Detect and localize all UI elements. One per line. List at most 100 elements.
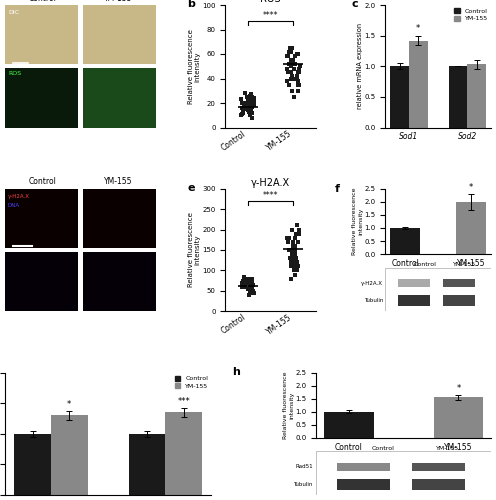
Point [249, 289, 257, 297]
Point [290, 64, 298, 72]
Text: b: b [187, 0, 195, 9]
Point [247, 280, 254, 288]
Point [293, 74, 301, 82]
Bar [337, 479, 390, 490]
Legend: Control, YM-155: Control, YM-155 [175, 376, 208, 389]
Point [245, 291, 253, 299]
Bar [390, 66, 409, 128]
Point [240, 102, 248, 110]
Point [287, 74, 295, 82]
Point [287, 68, 295, 76]
Point [292, 246, 300, 254]
Legend: Control, YM-155: Control, YM-155 [454, 8, 488, 22]
Point [244, 285, 252, 293]
Bar [443, 280, 475, 287]
Point [240, 272, 248, 280]
Point [291, 60, 299, 68]
Text: γ-H2A.X: γ-H2A.X [8, 194, 30, 198]
Point [245, 278, 253, 286]
Bar [443, 295, 475, 306]
Point [295, 262, 303, 270]
Point [246, 100, 254, 108]
Point [237, 96, 245, 104]
Text: d: d [0, 182, 1, 192]
Point [239, 276, 247, 284]
Text: YM-155: YM-155 [436, 446, 459, 450]
Point [242, 105, 249, 113]
Point [290, 242, 298, 250]
Y-axis label: Relative fluorescence
intensity: Relative fluorescence intensity [188, 29, 201, 104]
Point [289, 56, 297, 64]
Point [293, 230, 301, 237]
Point [291, 234, 299, 242]
Point [285, 60, 293, 68]
Bar [434, 398, 483, 438]
Point [250, 289, 258, 297]
Point [246, 283, 254, 291]
Point [293, 262, 301, 270]
Point [289, 238, 297, 246]
Point [292, 266, 300, 274]
Point [248, 102, 256, 110]
Point [287, 44, 295, 52]
Text: YM-155: YM-155 [104, 0, 132, 2]
Point [290, 242, 298, 250]
Text: c: c [352, 0, 358, 9]
Point [287, 48, 295, 56]
Point [295, 64, 303, 72]
Point [249, 102, 257, 110]
Point [287, 56, 295, 64]
Point [285, 80, 293, 88]
Point [247, 105, 255, 113]
Text: ***: *** [178, 397, 190, 406]
Point [286, 254, 294, 262]
Text: *: * [416, 24, 421, 33]
Point [288, 44, 296, 52]
Point [291, 52, 299, 60]
Point [244, 278, 251, 286]
Point [293, 258, 301, 266]
Point [288, 87, 296, 95]
Point [244, 94, 252, 102]
Point [285, 234, 293, 242]
Point [290, 93, 298, 101]
Point [241, 280, 248, 288]
Point [243, 102, 251, 110]
Point [287, 60, 295, 68]
Point [293, 222, 301, 230]
Bar [412, 479, 465, 490]
Point [247, 90, 255, 98]
Point [287, 274, 295, 282]
Point [291, 258, 299, 266]
Point [247, 287, 254, 295]
Bar [409, 40, 428, 128]
Point [247, 96, 254, 104]
Bar [456, 202, 486, 254]
Point [241, 283, 248, 291]
Bar [398, 280, 430, 287]
Point [244, 285, 252, 293]
Point [248, 93, 256, 101]
Bar [449, 66, 468, 128]
Text: DNA: DNA [8, 204, 20, 208]
Point [295, 226, 303, 234]
Point [247, 98, 254, 106]
Point [241, 89, 249, 97]
Bar [412, 463, 465, 471]
Point [295, 68, 303, 76]
Bar [390, 228, 420, 254]
Bar [129, 434, 166, 495]
Point [287, 258, 295, 266]
Text: ****: **** [263, 191, 278, 200]
Point [292, 254, 300, 262]
Point [238, 112, 246, 120]
Text: h: h [233, 368, 240, 378]
Point [239, 109, 247, 117]
Bar [324, 412, 373, 438]
Point [291, 262, 299, 270]
Point [249, 287, 257, 295]
Bar [51, 416, 88, 495]
Y-axis label: Relative fluorescence
intensity: Relative fluorescence intensity [188, 212, 201, 288]
Point [291, 270, 299, 278]
Bar [398, 295, 430, 306]
